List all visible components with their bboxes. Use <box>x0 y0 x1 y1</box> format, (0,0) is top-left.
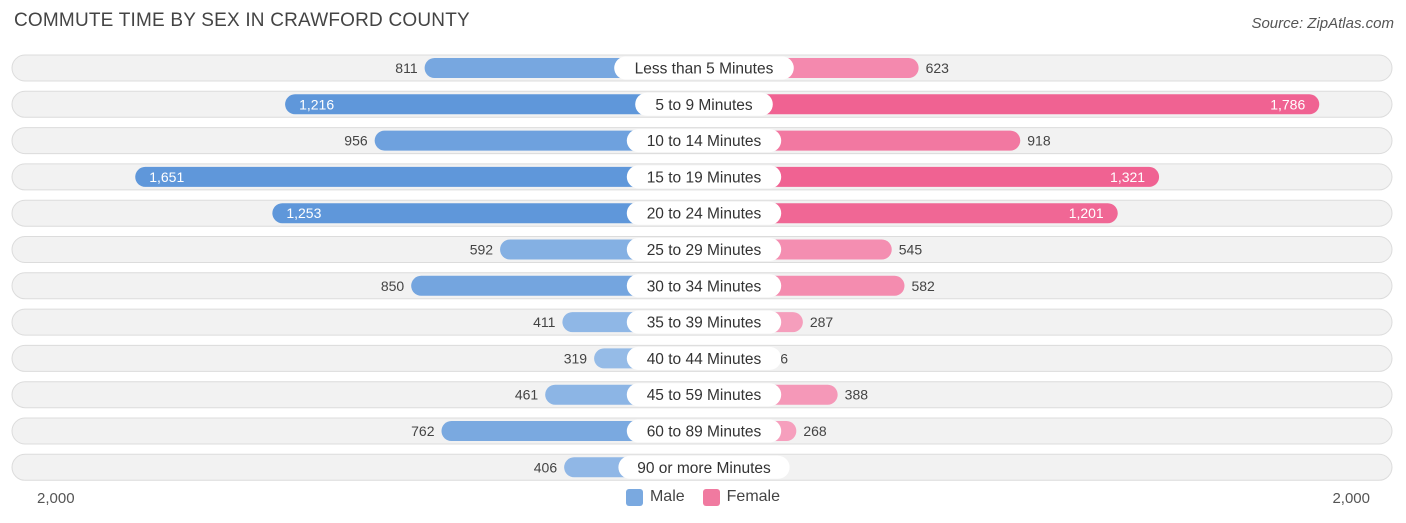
source-label: Source: ZipAtlas.com <box>1251 15 1394 32</box>
category-label: Less than 5 Minutes <box>635 61 774 78</box>
value-label-male: 461 <box>515 387 539 403</box>
category-label: 90 or more Minutes <box>637 460 771 477</box>
value-label-female: 1,786 <box>1270 96 1305 112</box>
legend-label-female: Female <box>726 488 781 505</box>
value-label-female: 388 <box>845 387 869 403</box>
category-label: 35 to 39 Minutes <box>647 315 762 332</box>
bar-female <box>704 94 1320 115</box>
category-label: 60 to 89 Minutes <box>647 424 762 441</box>
value-label-female: 582 <box>911 278 935 294</box>
value-label-male: 319 <box>564 350 588 366</box>
axis-label-right: 2,000 <box>1332 490 1370 507</box>
category-pill <box>614 56 794 80</box>
value-label-female: 623 <box>926 60 950 76</box>
axis-label-left: 2,000 <box>37 490 75 507</box>
category-label: 40 to 44 Minutes <box>647 351 762 368</box>
bar-male <box>285 94 704 115</box>
category-label: 5 to 9 Minutes <box>655 97 753 114</box>
legend-item-female[interactable]: Female <box>702 488 781 506</box>
value-label-male: 411 <box>533 314 556 330</box>
legend-item-male[interactable]: Male <box>625 488 685 506</box>
value-label-female: 1,201 <box>1069 205 1104 221</box>
category-label: 15 to 19 Minutes <box>647 169 762 186</box>
bar-female <box>704 166 1160 187</box>
bar-male <box>272 203 704 224</box>
category-pill <box>626 346 782 370</box>
category-pill <box>618 455 790 479</box>
category-pill <box>626 310 782 334</box>
category-pill <box>626 274 782 298</box>
legend: Male Female <box>0 488 1406 506</box>
legend-swatch-male <box>625 488 643 506</box>
value-label-female: 918 <box>1027 133 1051 149</box>
value-label-male: 592 <box>470 242 494 258</box>
value-label-female: 545 <box>899 242 923 258</box>
category-pill <box>626 419 782 443</box>
legend-label-male: Male <box>649 488 685 505</box>
category-pill <box>626 165 782 189</box>
bar-female <box>704 130 1021 151</box>
category-pill <box>626 383 782 407</box>
category-label: 25 to 29 Minutes <box>647 242 762 259</box>
value-label-female: 1,321 <box>1110 169 1145 185</box>
category-pill <box>626 238 782 261</box>
value-label-male: 956 <box>344 133 368 149</box>
value-label-male: 762 <box>411 423 435 439</box>
value-label-male: 406 <box>534 459 558 475</box>
value-label-male: 1,216 <box>299 96 334 112</box>
category-label: 10 to 14 Minutes <box>647 133 762 150</box>
bar-female <box>704 203 1118 224</box>
value-label-male: 850 <box>381 278 405 294</box>
category-label: 45 to 59 Minutes <box>647 387 762 404</box>
bar-male <box>374 130 704 151</box>
value-label-male: 1,253 <box>286 205 321 221</box>
category-pill <box>626 129 782 153</box>
legend-swatch-female <box>702 488 720 506</box>
bar-male <box>135 166 705 187</box>
value-label-female: 287 <box>810 314 834 330</box>
category-label: 20 to 24 Minutes <box>647 206 762 223</box>
category-pill <box>635 92 773 116</box>
value-label-female: 268 <box>803 423 827 439</box>
value-label-male: 811 <box>395 60 418 76</box>
chart-title: COMMUTE TIME BY SEX IN CRAWFORD COUNTY <box>14 10 470 31</box>
value-label-male: 1,651 <box>149 169 184 185</box>
category-label: 30 to 34 Minutes <box>647 278 762 295</box>
category-pill <box>626 201 782 225</box>
